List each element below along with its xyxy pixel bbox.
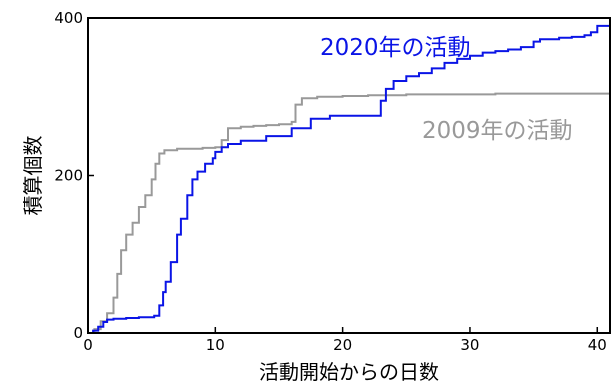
y-axis-title: 積算個数 — [21, 136, 45, 216]
x-tick-label: 30 — [460, 336, 479, 354]
y-tick-label: 200 — [54, 167, 83, 185]
series-layer — [88, 24, 610, 334]
x-tick-label: 20 — [333, 336, 352, 354]
y-tick-label: 0 — [73, 324, 83, 342]
series-line-2009 — [88, 92, 610, 334]
series-label-2020: 2020年の活動 — [320, 35, 471, 61]
y-tick-label: 400 — [54, 9, 83, 27]
series-line-2020 — [88, 24, 610, 334]
x-tick-label: 10 — [206, 336, 225, 354]
series-label-2009: 2009年の活動 — [422, 118, 573, 144]
x-tick-label: 0 — [83, 336, 93, 354]
x-tick-label: 40 — [588, 336, 607, 354]
x-axis-title: 活動開始からの日数 — [259, 360, 439, 383]
